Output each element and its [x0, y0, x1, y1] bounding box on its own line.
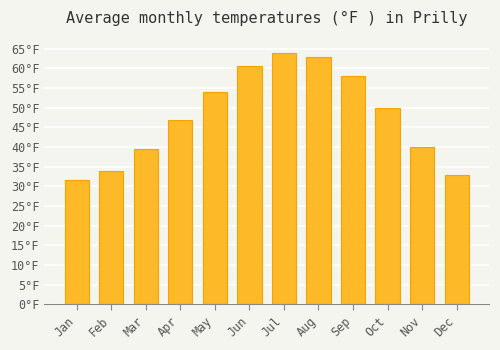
Bar [168, 119, 192, 304]
Bar [444, 175, 468, 304]
Bar [272, 53, 296, 304]
Bar [64, 180, 89, 304]
Bar [376, 108, 400, 304]
Bar [341, 76, 365, 304]
Bar [410, 147, 434, 304]
Bar [99, 170, 124, 304]
Bar [134, 149, 158, 304]
Title: Average monthly temperatures (°F ) in Prilly: Average monthly temperatures (°F ) in Pr… [66, 11, 468, 26]
Bar [238, 66, 262, 304]
Bar [203, 92, 227, 304]
Bar [306, 57, 330, 304]
